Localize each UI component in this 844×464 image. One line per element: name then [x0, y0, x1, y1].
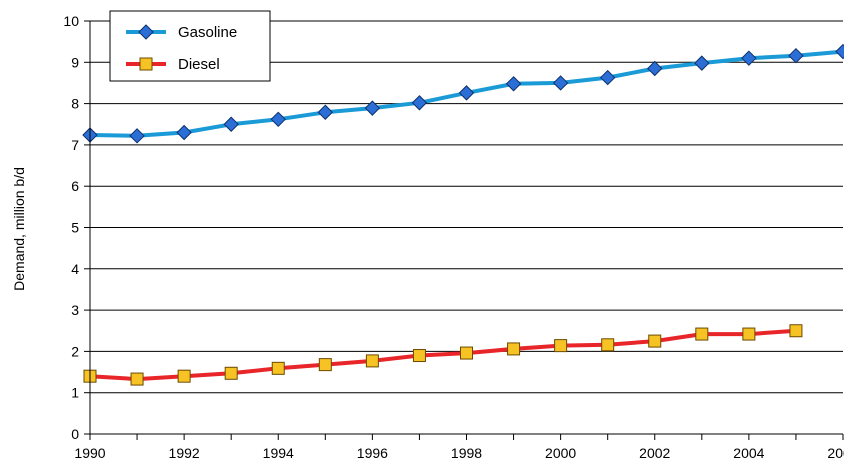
data-point-gasoline [411, 95, 428, 111]
data-point-gasoline [552, 75, 569, 91]
y-tick-label: 9 [71, 54, 79, 70]
series-line-diesel [89, 328, 797, 382]
data-point-diesel [412, 349, 426, 363]
data-point-diesel [601, 338, 615, 352]
series-group [82, 43, 844, 386]
data-point-gasoline [599, 69, 616, 86]
x-tick-label: 1990 [74, 445, 105, 461]
y-axis-title: Demand, million b/d [11, 167, 27, 291]
legend-marker-diesel [139, 57, 153, 71]
data-point-gasoline [270, 111, 286, 128]
data-point-diesel [271, 361, 285, 375]
data-point-gasoline [835, 43, 844, 60]
y-tick-label: 6 [71, 178, 79, 194]
data-point-gasoline [788, 47, 804, 64]
x-tick-label: 1992 [169, 445, 200, 461]
y-axis-ticks: 0 1 2 3 4 5 6 7 8 9 10 [63, 13, 90, 442]
y-tick-label: 10 [63, 13, 79, 29]
data-point-diesel [318, 358, 332, 372]
x-tick-label: 2004 [733, 445, 764, 461]
data-point-gasoline [129, 128, 145, 144]
data-point-diesel [177, 369, 191, 383]
x-tick-label: 1994 [263, 445, 294, 461]
data-point-diesel [507, 342, 521, 356]
data-point-gasoline [647, 60, 663, 77]
data-point-diesel [742, 327, 756, 341]
data-point-diesel [365, 354, 379, 368]
x-axis-ticks: 1990 1992 1994 1996 1998 2000 2002 2004 2006 [74, 434, 844, 461]
x-tick-label: 2006 [827, 445, 844, 461]
x-tick-label: 2000 [545, 445, 576, 461]
legend-label-diesel: Diesel [178, 56, 220, 73]
axes [89, 21, 843, 435]
legend-marker-gasoline [138, 24, 154, 40]
data-point-gasoline [317, 104, 334, 120]
x-tick-label: 1998 [451, 445, 482, 461]
data-point-diesel [460, 346, 473, 360]
x-tick-label: 2002 [639, 445, 670, 461]
data-point-gasoline [176, 124, 192, 141]
y-tick-label: 0 [71, 426, 79, 442]
data-point-diesel [695, 327, 709, 341]
legend-label-gasoline: Gasoline [178, 24, 237, 41]
x-tick-label: 1996 [357, 445, 388, 461]
data-point-gasoline [741, 50, 757, 66]
data-point-diesel [648, 334, 662, 348]
y-tick-label: 5 [71, 220, 79, 236]
y-tick-label: 7 [71, 137, 79, 153]
y-tick-label: 2 [71, 343, 79, 359]
y-tick-label: 3 [71, 302, 79, 318]
data-point-diesel [789, 324, 803, 338]
y-tick-label: 4 [71, 261, 79, 277]
gridlines [90, 20, 843, 435]
data-point-gasoline [505, 76, 522, 92]
y-tick-label: 8 [71, 96, 79, 112]
data-point-diesel [224, 366, 238, 380]
data-point-gasoline [458, 85, 475, 101]
y-tick-label: 1 [71, 385, 79, 401]
data-point-gasoline [694, 55, 710, 71]
legend: Gasoline Diesel [109, 10, 271, 82]
legend-box [109, 10, 271, 82]
data-point-diesel [130, 372, 144, 386]
data-point-diesel [554, 339, 568, 353]
data-point-gasoline [364, 100, 381, 116]
data-point-gasoline [223, 116, 239, 132]
